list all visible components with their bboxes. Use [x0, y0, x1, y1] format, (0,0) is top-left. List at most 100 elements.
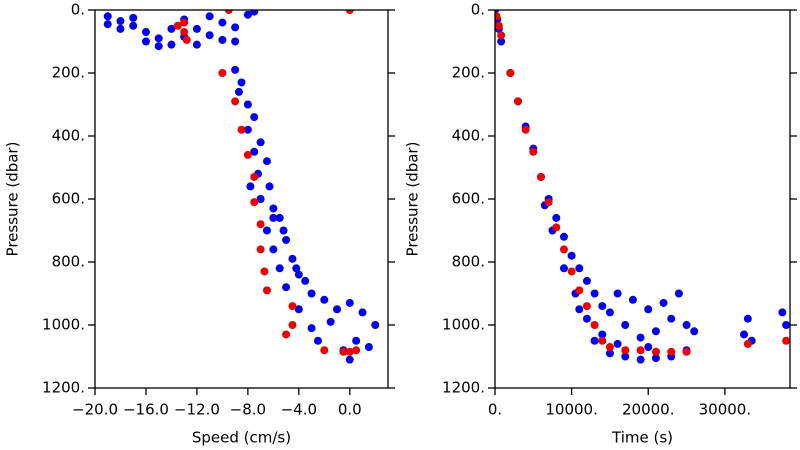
point: [320, 295, 329, 304]
point: [521, 125, 530, 134]
point: [250, 147, 259, 156]
panel: 0.200.400.600.800.1000.1200.0. 10000. 2000…: [404, 1, 797, 447]
x-tick-label: −8.0: [230, 401, 266, 419]
y-tick-label: 1200.: [442, 379, 485, 397]
point: [282, 330, 291, 339]
point: [559, 264, 568, 273]
point: [231, 65, 240, 74]
x-tick-label: −20.0: [72, 401, 118, 419]
point: [598, 336, 607, 345]
y-tick-label: 600.: [52, 190, 85, 208]
y-tick-label: 600.: [452, 190, 485, 208]
point: [307, 324, 316, 333]
x-tick-label: 30000.: [699, 401, 752, 419]
point: [371, 321, 380, 329]
y-axis-label: Pressure (dbar): [4, 142, 22, 257]
point: [307, 289, 316, 298]
point: [529, 147, 538, 156]
point: [243, 10, 252, 19]
y-tick-label: 0.: [471, 1, 485, 19]
point: [497, 37, 506, 46]
point: [116, 17, 125, 26]
point: [605, 308, 614, 317]
x-axis-label: Time (s): [611, 429, 673, 447]
point: [690, 327, 699, 336]
point: [582, 314, 591, 323]
point: [192, 24, 201, 33]
point: [352, 336, 361, 345]
point: [250, 113, 259, 122]
point: [103, 20, 112, 29]
point: [192, 40, 201, 49]
point: [116, 24, 125, 33]
y-tick-label: 1200.: [42, 379, 85, 397]
point: [103, 12, 112, 21]
point: [575, 305, 584, 314]
point: [358, 308, 367, 317]
point: [256, 195, 265, 203]
point: [154, 42, 163, 51]
point: [495, 12, 501, 21]
point: [598, 330, 607, 339]
point: [141, 37, 150, 46]
point: [778, 308, 787, 317]
point: [345, 347, 354, 356]
point: [275, 213, 284, 222]
point: [205, 31, 214, 40]
y-tick-label: 0.: [71, 1, 85, 19]
point: [621, 321, 630, 329]
point: [182, 35, 191, 44]
point: [605, 343, 614, 352]
point: [294, 270, 303, 279]
y-tick-label: 1000.: [42, 316, 85, 334]
point: [782, 336, 790, 345]
point: [621, 346, 630, 355]
point: [345, 10, 354, 14]
point: [590, 321, 599, 329]
y-tick-label: 800.: [452, 253, 485, 271]
point: [613, 289, 622, 298]
point: [180, 28, 189, 37]
point: [636, 355, 645, 364]
point: [282, 235, 291, 244]
x-axis-label: Speed (cm/s): [192, 429, 291, 447]
point: [256, 138, 265, 147]
point: [636, 346, 645, 355]
point: [497, 31, 506, 40]
point: [224, 10, 233, 14]
point: [582, 276, 591, 285]
y-tick-label: 200.: [452, 64, 485, 82]
point: [743, 339, 752, 348]
point: [167, 40, 176, 49]
point: [262, 226, 271, 235]
point: [231, 23, 240, 32]
point: [598, 302, 607, 311]
point: [352, 346, 361, 355]
point: [743, 314, 752, 323]
point: [256, 245, 265, 254]
point: [659, 298, 668, 307]
point: [154, 34, 163, 43]
point: [567, 251, 576, 260]
point: [288, 254, 297, 263]
point: [301, 276, 310, 285]
point: [262, 157, 271, 166]
point: [320, 346, 329, 355]
point: [567, 267, 576, 276]
x-tick-label: 10000.: [545, 401, 598, 419]
points: [173, 10, 361, 356]
point: [339, 347, 348, 356]
point: [288, 302, 297, 311]
point: [250, 172, 259, 181]
point: [180, 18, 189, 27]
point: [279, 226, 288, 235]
point: [682, 347, 691, 356]
point: [294, 305, 303, 314]
point: [552, 223, 561, 232]
point: [613, 339, 622, 348]
point: [243, 100, 252, 109]
point: [651, 347, 660, 356]
x-tick-label: −4.0: [281, 401, 317, 419]
x-tick-label: 20000.: [622, 401, 675, 419]
point: [575, 286, 584, 295]
